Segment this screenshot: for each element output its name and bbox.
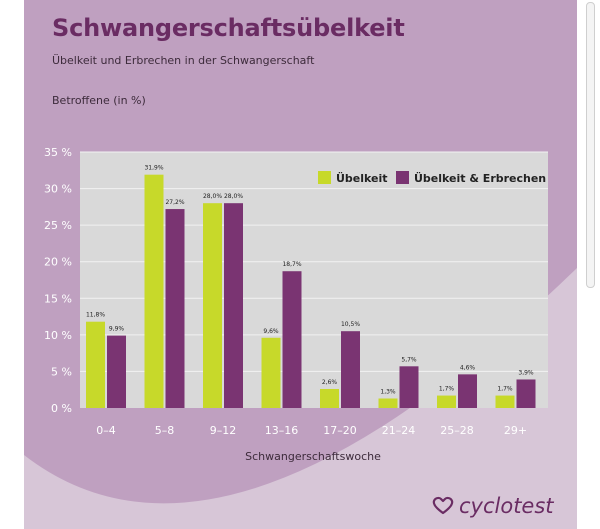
x-axis-title: Schwangerschaftswoche	[245, 450, 381, 463]
bar-nausea	[203, 203, 222, 408]
cyclotest-heart-icon	[432, 496, 454, 515]
data-label: 1,7%	[497, 386, 513, 393]
x-tick-label: 29+	[504, 424, 527, 437]
x-tick-label: 13–16	[265, 424, 299, 437]
x-tick-label: 0–4	[96, 424, 116, 437]
y-tick-label: 15 %	[44, 292, 72, 305]
bar-nausea-vomiting	[516, 379, 536, 408]
legend-swatch-nausea	[318, 171, 331, 184]
data-label: 4,6%	[460, 364, 476, 371]
x-tick-label: 5–8	[155, 424, 175, 437]
data-label: 3,9%	[518, 369, 534, 376]
bar-nausea-vomiting	[458, 374, 477, 408]
x-tick-label: 25–28	[440, 424, 474, 437]
scrollbar-thumb[interactable]	[586, 2, 595, 288]
page-title: Schwangerschaftsübelkeit	[52, 14, 405, 42]
bar-nausea	[495, 395, 515, 408]
bar-nausea-vomiting	[224, 203, 243, 408]
x-tick-label: 21–24	[382, 424, 416, 437]
bar-nausea	[86, 321, 105, 408]
x-tick-label: 9–12	[210, 424, 237, 437]
y-axis-ticks: 0 % 5 % 10 % 15 % 20 % 25 % 30 % 35 %	[44, 146, 72, 415]
data-label: 2,6%	[322, 379, 338, 386]
data-label: 1,3%	[380, 388, 396, 395]
legend-label-nausea: Übelkeit	[336, 171, 388, 185]
bars	[86, 174, 536, 408]
y-tick-label: 20 %	[44, 256, 72, 269]
bar-nausea	[320, 388, 339, 408]
x-axis-ticks: 0–4 5–8 9–12 13–16 17–20 21–24 25–28 29+	[96, 424, 527, 437]
data-label: 10,5%	[341, 321, 360, 328]
data-label: 11,8%	[86, 312, 105, 319]
legend: Übelkeit Übelkeit & Erbrechen	[318, 171, 546, 185]
y-tick-label: 10 %	[44, 329, 72, 342]
bar-nausea-vomiting	[282, 271, 302, 408]
legend-swatch-vomiting	[396, 171, 409, 184]
bar-nausea	[261, 337, 281, 408]
decorative-curve	[24, 268, 577, 529]
bar-nausea-vomiting	[399, 366, 419, 408]
bar-nausea	[437, 395, 456, 408]
data-label: 31,9%	[144, 165, 163, 172]
data-label: 27,2%	[165, 199, 184, 206]
data-label: 18,7%	[282, 261, 301, 268]
data-label: 5,7%	[401, 356, 417, 363]
y-tick-label: 0 %	[51, 402, 72, 415]
legend-label-vomiting: Übelkeit & Erbrechen	[414, 171, 546, 185]
y-tick-label: 30 %	[44, 183, 72, 196]
scrollbar[interactable]	[585, 0, 595, 290]
x-tick-label: 17–20	[323, 424, 357, 437]
bar-nausea-vomiting	[165, 209, 185, 408]
data-label: 28,0%	[224, 193, 243, 200]
y-axis-title: Betroffene (in %)	[52, 94, 146, 107]
data-label: 1,7%	[439, 386, 455, 393]
bar-nausea-vomiting	[341, 331, 360, 408]
data-label: 9,6%	[263, 328, 279, 335]
y-tick-label: 5 %	[51, 365, 72, 378]
data-label: 9,9%	[109, 326, 125, 333]
bar-nausea-vomiting	[107, 335, 126, 408]
data-labels: 11,8% 9,9% 31,9% 27,2% 28,0% 28,0% 9,6% 18,7% 2,…	[86, 165, 534, 396]
brand-logo: cyclotest	[432, 494, 554, 518]
bar-nausea	[378, 398, 398, 408]
y-tick-label: 35 %	[44, 146, 72, 159]
brand-name: cyclotest	[459, 494, 554, 518]
bar-nausea	[144, 174, 164, 408]
y-tick-label: 25 %	[44, 219, 72, 232]
page-subtitle: Übelkeit und Erbrechen in der Schwangers…	[52, 54, 315, 67]
data-label: 28,0%	[203, 193, 222, 200]
